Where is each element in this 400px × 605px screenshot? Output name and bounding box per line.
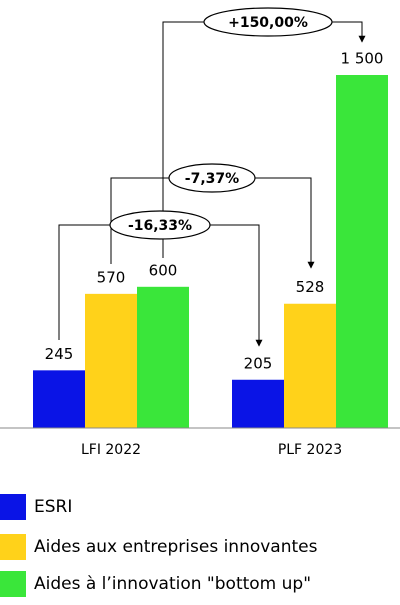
bar [284,303,336,428]
x-tick-label: PLF 2023 [278,442,342,458]
value-label: 1 500 [341,50,384,68]
legend-label: ESRI [34,497,72,517]
x-tick-label: LFI 2022 [81,442,141,458]
legend-swatch [0,534,26,560]
annotation-bubble [203,7,333,37]
annotation-label: -16,33% [128,218,192,234]
legend-label: Aides aux entreprises innovantes [34,537,318,557]
bar [85,293,137,428]
value-label: 600 [149,261,178,279]
value-label: 528 [296,278,325,296]
annotation-bubble [109,210,211,240]
legend-swatch [0,571,26,597]
value-label: 570 [97,268,126,286]
value-label: 245 [45,345,74,363]
annotation-label: -7,37% [185,171,239,187]
annotation-bubble [168,163,256,193]
bar [33,370,85,428]
legend-label: Aides à l’innovation "bottom up" [34,574,311,594]
bar [336,75,388,428]
legend-swatch [0,494,26,520]
bar [232,379,284,428]
bar [137,286,189,428]
value-label: 205 [244,354,273,372]
annotation-label: +150,00% [228,15,308,31]
